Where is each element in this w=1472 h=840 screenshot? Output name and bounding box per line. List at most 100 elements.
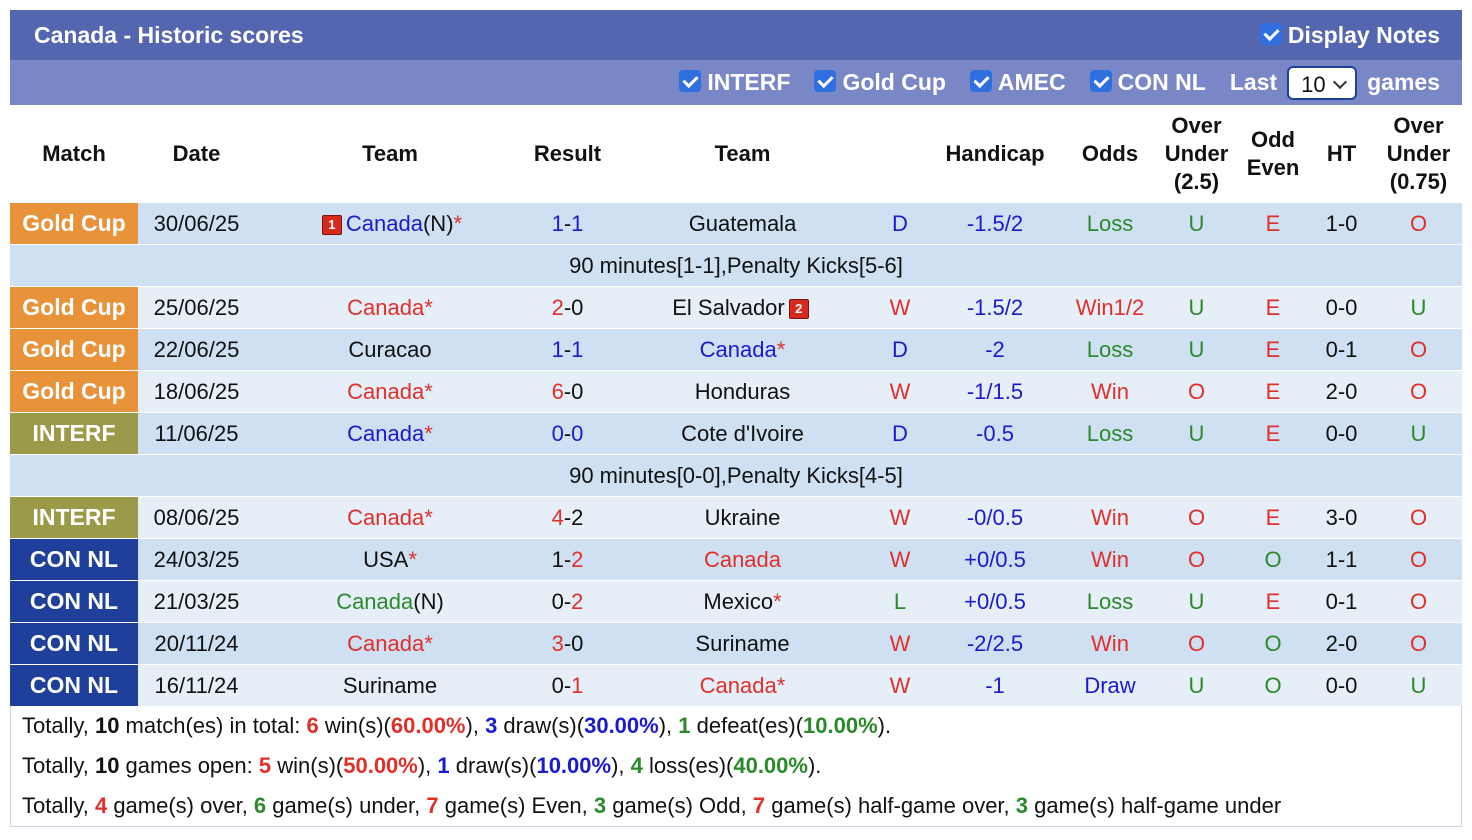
result: 1-2: [525, 538, 610, 581]
column-header: Team: [362, 140, 418, 166]
home-team: Canada*: [255, 370, 525, 413]
filter-toggle[interactable]: CON NL: [1089, 69, 1206, 96]
over-under: O: [1155, 538, 1238, 581]
odd-even: E: [1238, 580, 1308, 623]
over-under-075: O: [1375, 580, 1462, 623]
column-header: Result: [533, 140, 602, 166]
summary-value: 10.00%: [536, 753, 612, 778]
filter-toggle[interactable]: Gold Cup: [814, 69, 946, 96]
competition: CON NL: [10, 622, 138, 665]
summary-value: 3: [485, 713, 498, 738]
over-under-075: O: [1375, 328, 1462, 371]
note-row: 90 minutes[0-0],Penalty Kicks[4-5]: [10, 454, 1462, 497]
summary-value: 30.00%: [584, 713, 659, 738]
column-header: Handicap: [945, 140, 1045, 166]
filter-toggle[interactable]: INTERF: [679, 69, 790, 96]
odd-even: O: [1238, 622, 1308, 665]
games-label: games: [1367, 69, 1440, 95]
home-team: Canada*: [255, 496, 525, 539]
summary-value: 6: [306, 713, 319, 738]
over-under: U: [1155, 412, 1238, 455]
summary-value: 4: [630, 753, 643, 778]
outcome: W: [875, 370, 925, 413]
column-header: Over Under (2.5): [1164, 112, 1229, 194]
summary-text: ).: [807, 753, 822, 778]
filter-toggle[interactable]: AMEC: [969, 69, 1066, 96]
handicap: -0/0.5: [925, 496, 1065, 539]
date: 25/06/25: [138, 286, 255, 329]
summary-value: 3: [593, 793, 607, 818]
title-bar: Canada - Historic scores Display Notes: [10, 10, 1462, 60]
outcome: D: [875, 202, 925, 245]
result: 1-1: [525, 328, 610, 371]
result: 0-0: [525, 412, 610, 455]
summary-value: 10.00%: [803, 713, 878, 738]
summary-text: loss(es)(: [642, 753, 734, 778]
half-time: 0-0: [1308, 664, 1375, 706]
half-time: 1-0: [1308, 202, 1375, 245]
over-under-075: U: [1375, 664, 1462, 706]
handicap: +0/0.5: [925, 580, 1065, 623]
summary-text: game(s) half-game over,: [765, 793, 1016, 818]
date: 22/06/25: [138, 328, 255, 371]
card-badge: 1: [321, 214, 342, 235]
summary-line: Totally, 4 game(s) over, 6 game(s) under…: [11, 786, 1461, 826]
half-time: 2-0: [1308, 622, 1375, 665]
over-under: U: [1155, 328, 1238, 371]
match-row: CON NL 16/11/24 Suriname 0-1 Canada* W -1 Draw U…: [10, 664, 1462, 706]
half-time: 2-0: [1308, 370, 1375, 413]
away-team: Honduras: [610, 370, 875, 413]
title: Canada - Historic scores: [34, 21, 304, 48]
home-team: Curacao: [255, 328, 525, 371]
handicap: -2/2.5: [925, 622, 1065, 665]
checkbox: [1089, 70, 1112, 92]
outcome: L: [875, 580, 925, 623]
odd-even: E: [1238, 496, 1308, 539]
column-header: HT: [1326, 140, 1357, 166]
home-team: Canada*: [255, 622, 525, 665]
result: 0-2: [525, 580, 610, 623]
summary-value: 6: [253, 793, 267, 818]
home-team: Suriname: [255, 664, 525, 706]
match-row: INTERF 08/06/25 Canada* 4-2 Ukraine W -0/0.5 Wi…: [10, 496, 1462, 539]
display-notes-label: Display Notes: [1287, 21, 1440, 48]
column-header: [875, 105, 925, 203]
header-row: Match Date Team Result Team Handicap Odd…: [10, 105, 1462, 203]
date: 08/06/25: [138, 496, 255, 539]
over-under-075: O: [1375, 496, 1462, 539]
odd-even: E: [1238, 412, 1308, 455]
odds: Win: [1065, 538, 1155, 581]
summary-text: win(s)(: [318, 713, 391, 738]
summary-text: Totally,: [22, 793, 95, 818]
outcome: D: [875, 412, 925, 455]
summary-value: 50.00%: [343, 753, 418, 778]
home-team: Canada*: [255, 286, 525, 329]
summary-value: 7: [752, 793, 766, 818]
summary-text: draw(s)(: [497, 713, 585, 738]
column-header: Date: [172, 140, 221, 166]
handicap: +0/0.5: [925, 538, 1065, 581]
filter-label: CON NL: [1117, 69, 1206, 95]
summary-text: match(es) in total:: [119, 713, 307, 738]
display-notes-toggle[interactable]: Display Notes: [1259, 21, 1440, 49]
result: 6-0: [525, 370, 610, 413]
date: 24/03/25: [138, 538, 255, 581]
summary-text: game(s) Even,: [438, 793, 594, 818]
match-note: 90 minutes[1-1],Penalty Kicks[5-6]: [10, 244, 1462, 287]
odd-even: E: [1238, 286, 1308, 329]
odds: Loss: [1065, 412, 1155, 455]
column-header: Odd Even: [1246, 126, 1300, 180]
summary-value: 7: [426, 793, 439, 818]
over-under: U: [1155, 580, 1238, 623]
competition: CON NL: [10, 538, 138, 581]
summary-value: 3: [1015, 793, 1029, 818]
column-header: Team: [714, 140, 771, 166]
match-row: CON NL 21/03/25 Canada(N) 0-2 Mexico* L +0/0.5…: [10, 580, 1462, 623]
match-row: INTERF 11/06/25 Canada* 0-0 Cote d'Ivoire D -0…: [10, 412, 1462, 455]
summary-line: Totally, 10 games open: 5 win(s)(50.00%)…: [11, 746, 1461, 786]
home-team: Canada*: [255, 412, 525, 455]
odds: Draw: [1065, 664, 1155, 706]
checkbox: [814, 70, 837, 92]
half-time: 0-0: [1308, 412, 1375, 455]
games-select[interactable]: 10: [1287, 65, 1358, 100]
